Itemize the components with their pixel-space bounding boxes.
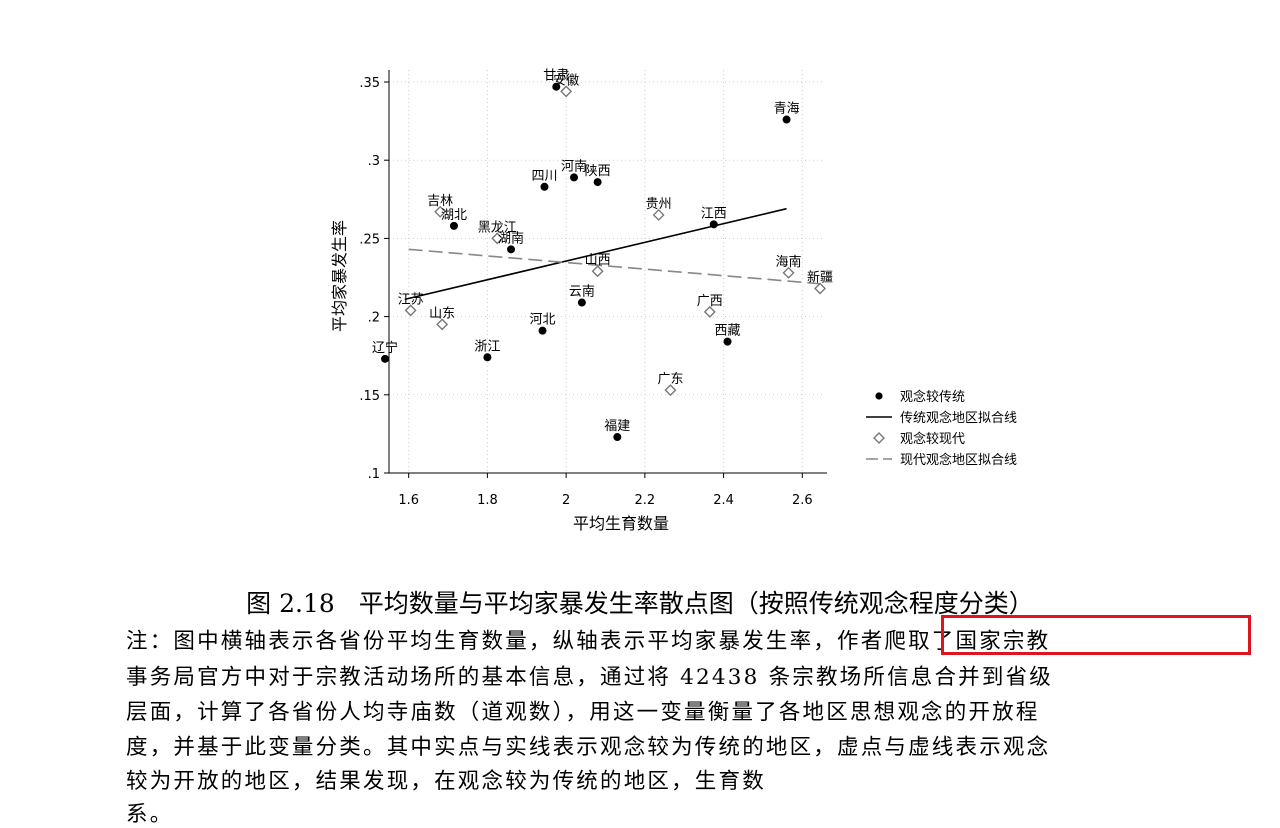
point-label: 湖北 [441, 208, 467, 223]
modern-point [491, 232, 504, 245]
point-label: 四川 [531, 169, 557, 184]
point-label: 甘肃 [543, 69, 569, 84]
figure-title: 平均数量与平均家暴发生率散点图（按照传统观念程度分类） [358, 589, 1034, 618]
point-label: 青海 [774, 102, 800, 117]
point-label: 陕西 [585, 164, 611, 179]
point-label: 浙江 [474, 339, 500, 354]
point-label: 西藏 [715, 324, 741, 339]
legend-label: 观念较传统 [900, 389, 965, 405]
modern-point [782, 266, 795, 279]
point-label: 湖南 [498, 230, 524, 246]
y-tick-label: .3 [368, 154, 380, 169]
traditional-point [613, 433, 622, 442]
point-label: 安徽 [553, 73, 579, 88]
point-label: 辽宁 [372, 340, 398, 356]
note-line: 注：图中横轴表示各省份平均生育数量，纵轴表示平均家暴发生率，作者爬取了国家宗教 [126, 629, 1051, 654]
traditional-point [449, 221, 458, 230]
point-label: 贵州 [646, 197, 672, 212]
traditional-point [782, 115, 791, 124]
point-label: 山西 [585, 253, 611, 268]
traditional-point [538, 326, 547, 335]
point-label: 云南 [569, 284, 595, 300]
note-line: 层面，计算了各省份人均寺庙数（道观数），用这一变量衡量了各地区思想观念的开放程 [126, 700, 1040, 725]
traditional-point [709, 220, 718, 229]
fit-lines [404, 207, 821, 301]
highlight-annotation-box [941, 615, 1251, 655]
modern-point [814, 282, 827, 295]
x-tick-label: 2.6 [792, 493, 813, 508]
point-label: 广西 [697, 294, 723, 309]
axes: 1.6 1.8 2 2.2 2.4 2.6 .1 .15 .2 .25 .3 .35 [359, 70, 827, 508]
point-label: 福建 [604, 419, 630, 434]
point-label: 新疆 [807, 269, 833, 285]
legend-label: 现代观念地区拟合线 [900, 452, 1017, 468]
modern-point [436, 318, 449, 331]
point-label: 黑龙江 [478, 220, 517, 235]
figure-caption: 图 2.18 平均数量与平均家暴发生率散点图（按照传统观念程度分类） [0, 584, 1280, 620]
y-tick-label: .2 [368, 311, 380, 326]
traditional-point [552, 82, 561, 91]
y-tick-label: .25 [359, 232, 380, 247]
traditional-point [577, 298, 586, 307]
note-line: 系。 [126, 802, 174, 827]
point-label: 广东 [657, 372, 683, 387]
figure-number: 图 2.18 [246, 589, 335, 618]
modern-point [560, 85, 573, 98]
y-tick-label: .1 [368, 467, 380, 482]
grid-lines [389, 70, 822, 474]
x-tick-label: 2.2 [635, 493, 656, 508]
modern-point [591, 265, 604, 278]
note-line: 事务局官方中对于宗教活动场所的基本信息，通过将 42438 条宗教场所信息合并到… [126, 665, 1053, 690]
legend-label: 观念较现代 [900, 431, 965, 447]
x-tick-label: 2 [562, 493, 570, 508]
modern-point [652, 208, 665, 221]
y-tick-label: .35 [359, 76, 380, 91]
point-label: 海南 [776, 254, 802, 270]
traditional-point [593, 178, 602, 187]
x-tick-label: 2.4 [713, 493, 734, 508]
traditional-point [723, 337, 732, 346]
x-axis-title: 平均生育数量 [573, 514, 669, 533]
traditional-point [507, 245, 516, 254]
y-axis-title: 平均家暴发生率 [330, 220, 349, 332]
note-line: 度，并基于此变量分类。其中实点与实线表示观念较为传统的地区，虚点与虚线表示观念 [126, 735, 1051, 760]
modern-point [664, 384, 677, 397]
x-tick-label: 1.8 [477, 493, 498, 508]
legend-traditional-marker [875, 392, 883, 400]
data-points [381, 82, 827, 442]
modern-fit-line [408, 248, 821, 285]
point-label: 江苏 [398, 291, 424, 307]
legend-label: 传统观念地区拟合线 [900, 410, 1017, 426]
traditional-point [483, 353, 492, 362]
note-line: 较为开放的地区，结果发现，在观念较为传统的地区，生育数 [126, 769, 766, 794]
legend-modern-marker [873, 432, 885, 444]
modern-point [703, 305, 716, 318]
point-label: 吉林 [427, 194, 453, 209]
point-label: 江西 [701, 206, 727, 221]
traditional-point [381, 354, 390, 363]
modern-point [434, 205, 447, 218]
x-tick-label: 1.6 [398, 493, 419, 508]
point-label: 山东 [429, 306, 455, 321]
traditional-point [540, 182, 549, 191]
traditional-point [570, 173, 579, 182]
point-label: 河北 [530, 313, 556, 328]
y-tick-label: .15 [359, 389, 380, 404]
point-label: 河南 [561, 158, 587, 174]
modern-point [404, 304, 417, 317]
scatter-chart: 1.6 1.8 2 2.2 2.4 2.6 .1 .15 .2 .25 .3 .35 甘肃青海河南陕西… [330, 69, 1017, 533]
traditional-fit-line [404, 207, 787, 301]
